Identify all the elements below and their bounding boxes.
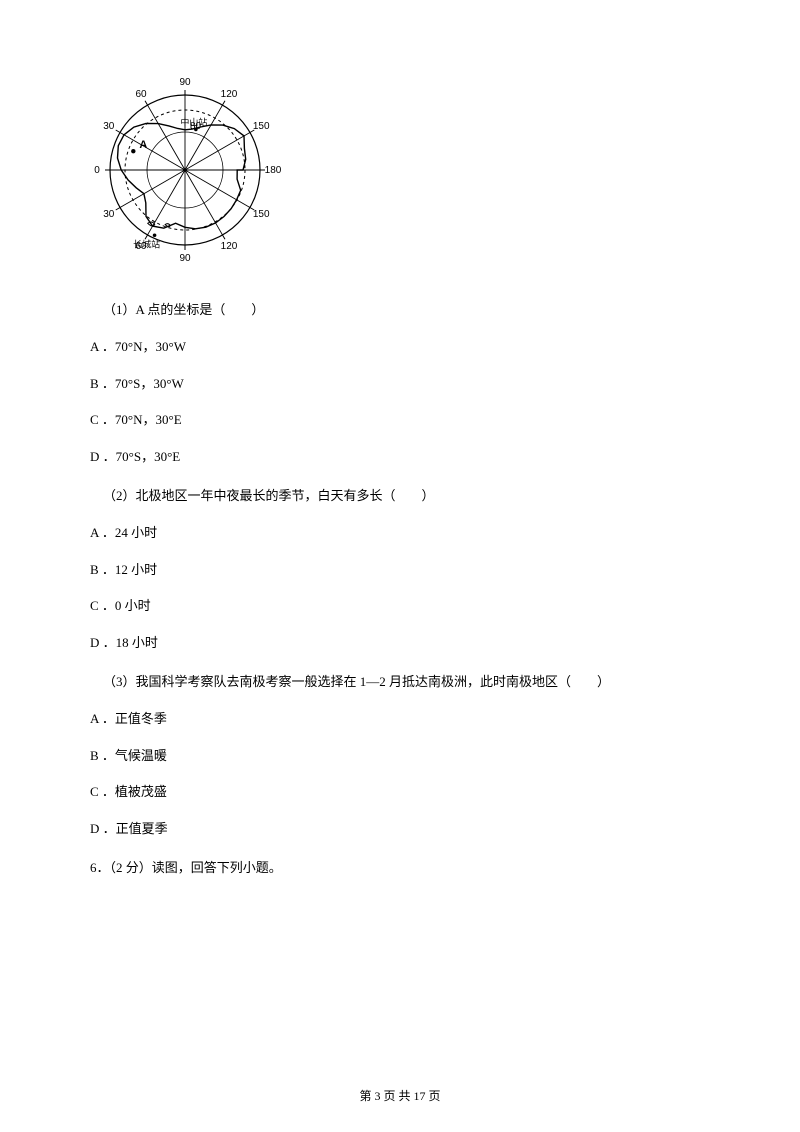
q3-opt-b: B ．气候温暖 <box>90 746 710 767</box>
q3-opt-c: C ．植被茂盛 <box>90 782 710 803</box>
svg-text:60: 60 <box>135 89 147 100</box>
q2-opt-a: A ．24 小时 <box>90 523 710 544</box>
svg-text:90: 90 <box>179 77 191 88</box>
q3-opt-a: A ．正值冬季 <box>90 709 710 730</box>
q2-opt-d: D ．18 小时 <box>90 633 710 654</box>
svg-text:A: A <box>139 139 147 151</box>
svg-text:30: 30 <box>103 209 115 220</box>
page-footer: 第 3 页 共 17 页 <box>0 1087 800 1104</box>
q2-opt-b: B ．12 小时 <box>90 560 710 581</box>
svg-text:120: 120 <box>221 89 238 100</box>
q2-stem: （2）北极地区一年中夜最长的季节，白天有多长（ ） <box>90 486 710 507</box>
svg-text:150: 150 <box>253 121 270 132</box>
q1-opt-d: D ．70°S，30°E <box>90 447 710 468</box>
q2-opt-c: C ．0 小时 <box>90 596 710 617</box>
svg-text:180: 180 <box>265 165 282 176</box>
polar-diagram: 9012015018015012090603003060A中山站长城站80 <box>90 70 710 270</box>
q1-opt-c: C ．70°N，30°E <box>90 410 710 431</box>
page-content: 9012015018015012090603003060A中山站长城站80 （1… <box>0 0 800 933</box>
q1-opt-b: B ．70°S，30°W <box>90 374 710 395</box>
svg-text:长城站: 长城站 <box>133 238 160 249</box>
svg-text:90: 90 <box>179 253 191 264</box>
q3-opt-d: D ．正值夏季 <box>90 819 710 840</box>
q1-stem: （1）A 点的坐标是（ ） <box>90 300 710 321</box>
svg-text:80: 80 <box>190 121 202 132</box>
antarctica-polar-map: 9012015018015012090603003060A中山站长城站80 <box>90 70 290 270</box>
svg-text:150: 150 <box>253 209 270 220</box>
q1-opt-a: A ．70°N，30°W <box>90 337 710 358</box>
svg-text:120: 120 <box>221 241 238 252</box>
svg-text:30: 30 <box>103 121 115 132</box>
q6-stem: 6．（2 分）读图，回答下列小题。 <box>90 858 710 879</box>
q3-stem: （3）我国科学考察队去南极考察一般选择在 1—2 月抵达南极洲，此时南极地区（ … <box>90 672 710 693</box>
svg-text:0: 0 <box>94 165 100 176</box>
